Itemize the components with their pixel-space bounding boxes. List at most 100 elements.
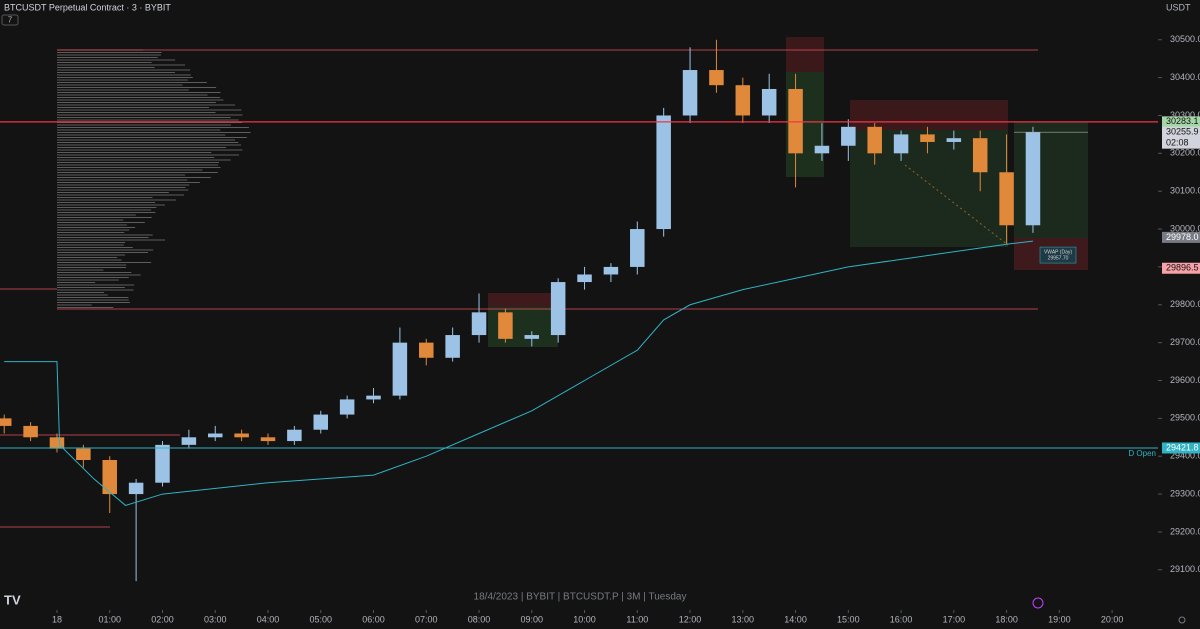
candle-body (128, 482, 144, 495)
y-tick-label: 29400.0 (1170, 451, 1200, 461)
price-tag-label: 29421.8 (1166, 442, 1199, 452)
candle-body (392, 342, 408, 396)
price-tag (1162, 116, 1200, 128)
level-name: D Open (1128, 449, 1156, 458)
x-tick-label: 16:00 (890, 614, 913, 624)
candle-body (867, 126, 882, 154)
trend-line (904, 164, 1009, 246)
candle-body (788, 88, 803, 154)
currency[interactable]: USDT (1166, 2, 1191, 12)
candle-body (339, 399, 355, 415)
price-tag-label: 29896.5 (1166, 263, 1199, 273)
y-tick-label: 29700.0 (1170, 337, 1200, 347)
supply-zone (488, 293, 558, 307)
candle-body (0, 418, 12, 426)
price-tag-label: 29978.0 (1166, 232, 1199, 242)
y-tick-label: 30100.0 (1170, 186, 1200, 196)
candle-body (630, 229, 645, 267)
vwap-label-name: VWAP (Day) (1044, 249, 1072, 255)
volume-profile (57, 49, 251, 308)
footer-info: 18/4/2023 | BYBIT | BTCUSDT.P | 3M | Tue… (474, 592, 687, 603)
x-tick-label: 12:00 (679, 614, 702, 624)
x-tick-label: 08:00 (468, 614, 491, 624)
x-tick-label: 15:00 (837, 614, 860, 624)
y-tick-label: 29500.0 (1170, 413, 1200, 423)
candle-body (841, 126, 856, 146)
y-tick-label: 30500.0 (1170, 34, 1200, 44)
candle-body (181, 437, 197, 445)
x-tick-label: 18:00 (995, 614, 1018, 624)
x-tick-label: 10:00 (573, 614, 596, 624)
demand-zone (1014, 122, 1088, 238)
price-tag (1162, 442, 1200, 454)
price-tag (1162, 262, 1200, 274)
supply-zone (850, 100, 1008, 130)
x-tick-label: 11:00 (626, 614, 648, 624)
vwap-label-value: 29957.70 (1048, 255, 1069, 261)
candle-body (445, 335, 460, 358)
x-tick-label: 09:00 (521, 614, 544, 624)
x-tick-label: 17:00 (943, 614, 966, 624)
price-tag (1162, 126, 1200, 149)
alert-icon[interactable] (1032, 597, 1044, 609)
x-tick-label: 07:00 (415, 614, 438, 624)
candle-body (550, 282, 566, 336)
candle-body (972, 138, 988, 173)
x-tick-label: 13:00 (732, 614, 755, 624)
x-tick-label: 14:00 (784, 614, 807, 624)
candle-body (234, 433, 249, 438)
price-tag-label: 30283.1 (1166, 116, 1199, 126)
x-tick-label: 06:00 (362, 614, 385, 624)
y-tick-label: 29300.0 (1170, 488, 1200, 498)
y-tick-label: 30000.0 (1170, 223, 1200, 233)
x-tick-label: 01:00 (98, 614, 121, 624)
candle-body (76, 448, 91, 461)
candle-body (709, 70, 724, 86)
indicator-toggle[interactable] (1, 14, 19, 26)
candle-body (656, 115, 671, 230)
price-axis (1158, 0, 1200, 629)
logo: TV (4, 592, 21, 607)
candle-body (682, 70, 698, 116)
candle-body (946, 138, 962, 142)
x-tick-label: 18 (52, 614, 62, 624)
candle-body (287, 429, 302, 442)
indicator-count[interactable]: 7 (8, 16, 13, 25)
vwap-line (4, 240, 1034, 506)
symbol-title: BTCUSDT Perpetual Contract · 3 · BYBIT (4, 2, 171, 12)
candle-body (419, 342, 434, 358)
candle-body (893, 134, 909, 154)
candle-body (155, 444, 170, 483)
vwap-label-box (1039, 246, 1077, 264)
y-tick-label: 29100.0 (1170, 564, 1200, 574)
candle-body (260, 437, 276, 442)
candle-body (102, 460, 117, 495)
candle-body (49, 437, 65, 449)
y-tick-label: 30300.0 (1170, 110, 1200, 120)
settings-icon[interactable] (1178, 616, 1186, 624)
y-tick-label: 30400.0 (1170, 72, 1200, 82)
y-tick-label: 29200.0 (1170, 526, 1200, 536)
candle-body (814, 145, 830, 154)
candle-body (735, 85, 751, 116)
price-tag-label: 30255.9 (1166, 127, 1199, 137)
candle-body (366, 395, 381, 400)
y-tick-label: 30200.0 (1170, 148, 1200, 158)
countdown: 02:08 (1166, 138, 1189, 148)
x-tick-label: 04:00 (257, 614, 280, 624)
y-tick-label: 29600.0 (1170, 375, 1200, 385)
candle-body (498, 312, 513, 339)
x-tick-label: 05:00 (309, 614, 332, 624)
x-tick-label: 20:00 (1101, 614, 1124, 624)
candle-body (524, 335, 540, 339)
candle-body (471, 312, 487, 336)
x-tick-label: 19:00 (1048, 614, 1071, 624)
candle-body (1025, 132, 1041, 226)
price-tag (1162, 231, 1200, 243)
x-tick-label: 02:00 (151, 614, 174, 624)
candle-body (603, 266, 619, 275)
candle-body (313, 414, 329, 430)
candle-body (577, 274, 592, 283)
